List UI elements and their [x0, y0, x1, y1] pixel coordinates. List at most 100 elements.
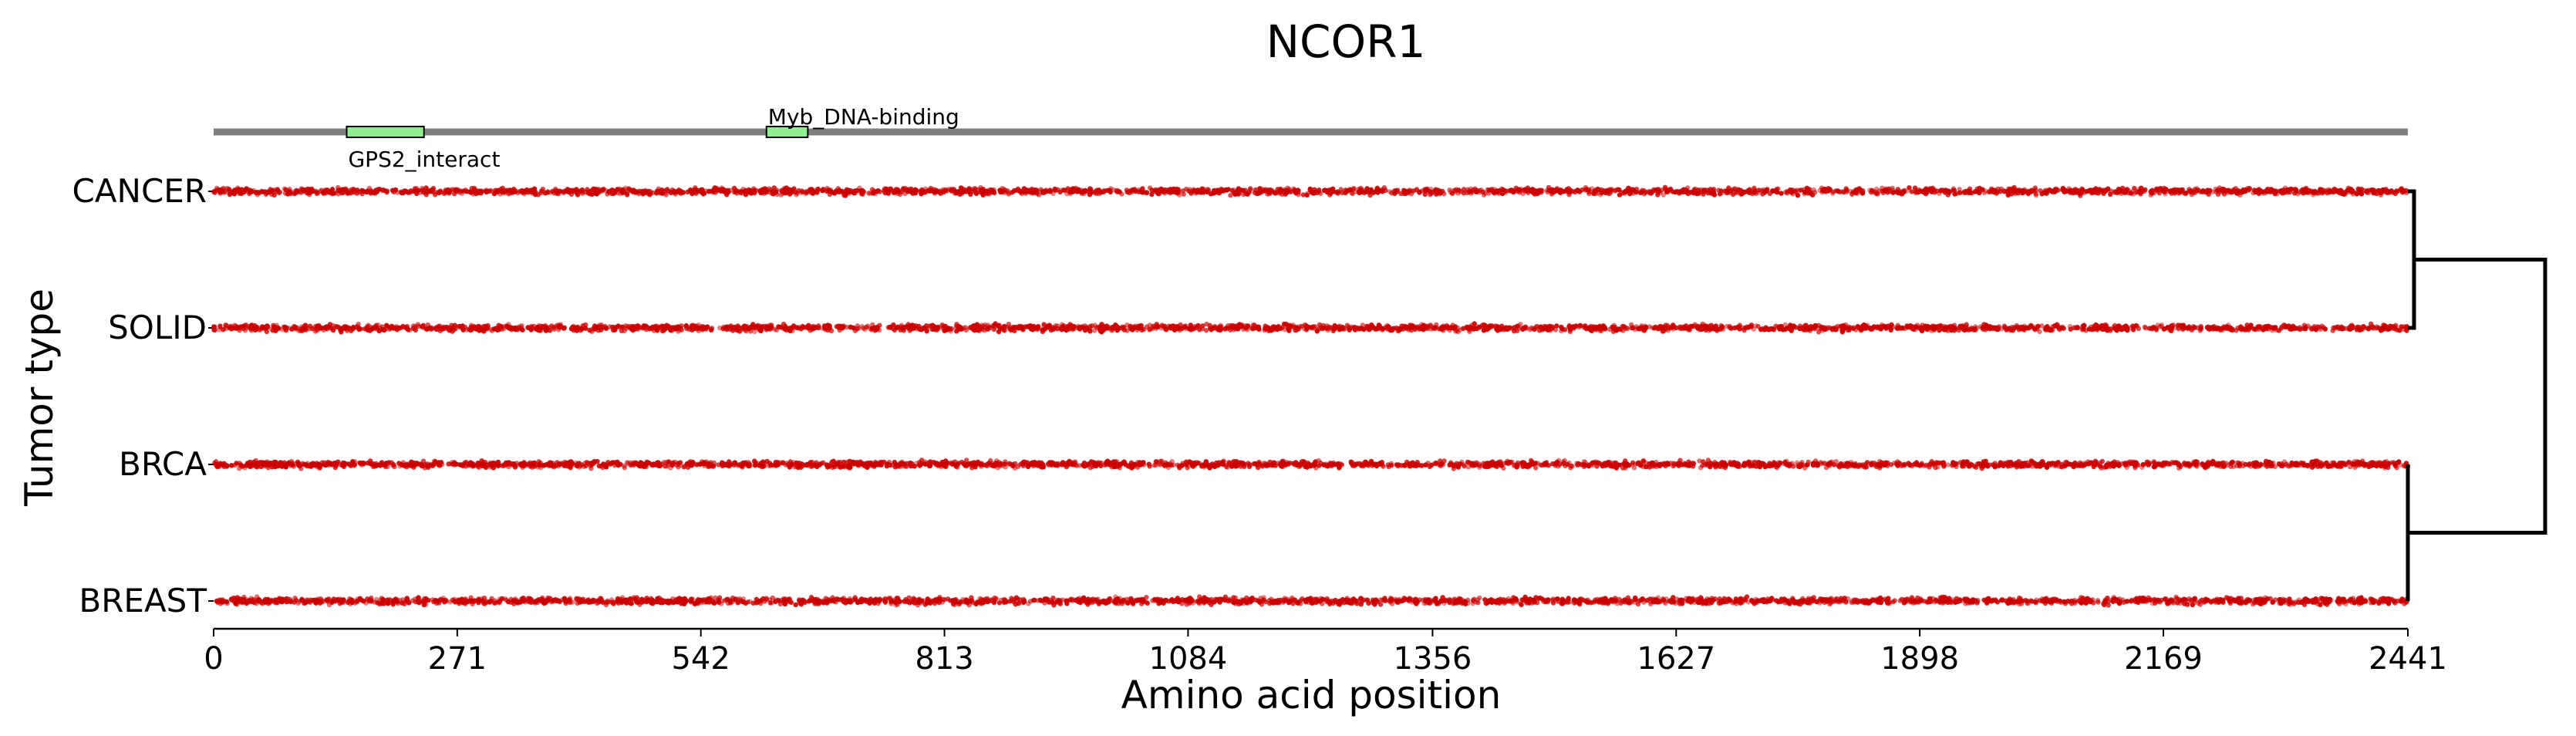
mutation-point — [753, 324, 759, 329]
mutation-point — [1967, 327, 1972, 333]
mutation-point — [2055, 322, 2060, 327]
mutation-point — [1623, 189, 1628, 194]
mutation-point — [991, 188, 996, 194]
mutation-point — [791, 323, 797, 329]
mutation-point — [1909, 189, 1914, 194]
mutation-point — [1627, 191, 1633, 197]
mutation-point — [859, 187, 865, 193]
mutation-point — [286, 190, 292, 196]
mutation-point — [427, 325, 433, 331]
mutation-point — [2122, 190, 2128, 195]
mutation-series — [211, 184, 2409, 198]
mutation-point — [1392, 191, 1398, 197]
mutation-point — [363, 189, 369, 194]
mutation-point — [1340, 190, 1345, 195]
mutation-point — [300, 187, 305, 193]
mutation-point — [453, 187, 458, 192]
domain-box — [765, 126, 809, 138]
mutation-point — [829, 190, 835, 195]
mutation-point — [1938, 188, 1944, 194]
mutation-point — [1314, 329, 1320, 334]
mutation-point — [1951, 325, 1957, 330]
mutation-point — [1228, 193, 1233, 198]
mutation-point — [809, 327, 814, 333]
mutation-point — [1518, 186, 1524, 192]
mutation-point — [2245, 325, 2251, 330]
mutation-point — [1232, 191, 1238, 197]
mutation-point — [2116, 186, 2122, 192]
mutation-point — [1837, 189, 1843, 194]
domain-box — [346, 126, 425, 138]
mutation-point — [809, 190, 814, 195]
mutation-point — [848, 187, 853, 194]
mutation-point — [871, 190, 877, 195]
mutation-point — [720, 188, 726, 194]
mutation-point — [1843, 186, 1849, 191]
mutation-point — [2318, 187, 2323, 193]
mutation-point — [1841, 189, 1846, 195]
mutation-point — [2268, 187, 2274, 193]
mutation-point — [2237, 190, 2242, 196]
mutation-point — [746, 326, 751, 331]
mutation-point — [861, 326, 866, 331]
mutation-point — [958, 185, 964, 191]
mutation-point — [1339, 326, 1344, 331]
mutation-point — [596, 187, 602, 192]
mutation-point — [740, 191, 745, 196]
mutation-point — [1304, 192, 1310, 198]
mutation-point — [2055, 187, 2061, 193]
mutation-point — [408, 188, 413, 194]
mutation-point — [270, 328, 275, 333]
mutation-point — [2170, 322, 2176, 328]
mutation-point — [2016, 325, 2021, 330]
mutation-point — [1485, 326, 1490, 332]
mutation-point — [288, 326, 293, 331]
mutation-point — [1905, 324, 1910, 330]
mutation-point — [1461, 187, 1467, 192]
mutation-point — [1711, 189, 1716, 194]
mutation-series — [211, 321, 2410, 335]
mutation-point — [983, 189, 989, 194]
mutation-point — [1897, 324, 1902, 330]
mutation-point — [1724, 188, 1730, 194]
mutation-point — [228, 189, 234, 194]
mutation-point — [1840, 325, 1846, 330]
mutation-point — [420, 324, 425, 329]
mutation-point — [261, 326, 268, 332]
mutation-point — [2395, 188, 2400, 194]
mutation-point — [2108, 191, 2113, 198]
mutation-point — [248, 189, 253, 195]
mutation-point — [1640, 187, 1645, 193]
mutation-point — [2142, 188, 2147, 194]
mutation-point — [1273, 325, 1279, 330]
mutation-point — [295, 189, 300, 194]
mutation-point — [1945, 189, 1951, 194]
mutation-point — [1520, 191, 1526, 197]
mutation-point — [1474, 189, 1479, 194]
mutation-point — [1239, 187, 1244, 193]
mutation-point — [1401, 191, 1407, 196]
mutation-point — [1779, 191, 1784, 196]
mutation-point — [493, 187, 498, 194]
mutation-point — [1050, 191, 1056, 197]
mutation-point — [1623, 326, 1628, 331]
mutation-point — [551, 326, 557, 332]
mutation-point — [1033, 187, 1040, 193]
mutation-point — [1666, 188, 1671, 194]
mutation-point — [2044, 191, 2050, 196]
mutation-point — [1617, 187, 1622, 193]
mutation-point — [461, 188, 467, 194]
mutation-point — [1933, 324, 1938, 329]
mutation-point — [1486, 191, 1492, 196]
mutation-point — [1067, 326, 1072, 332]
mutation-point — [287, 186, 292, 192]
mutation-point — [1452, 329, 1458, 334]
mutation-point — [2215, 187, 2220, 193]
mutation-point — [1774, 189, 1779, 194]
mutation-point — [922, 190, 928, 195]
mutation-point — [445, 187, 450, 193]
mutation-point — [519, 323, 524, 329]
mutation-point — [1248, 186, 1253, 191]
mutation-point — [2079, 187, 2085, 194]
